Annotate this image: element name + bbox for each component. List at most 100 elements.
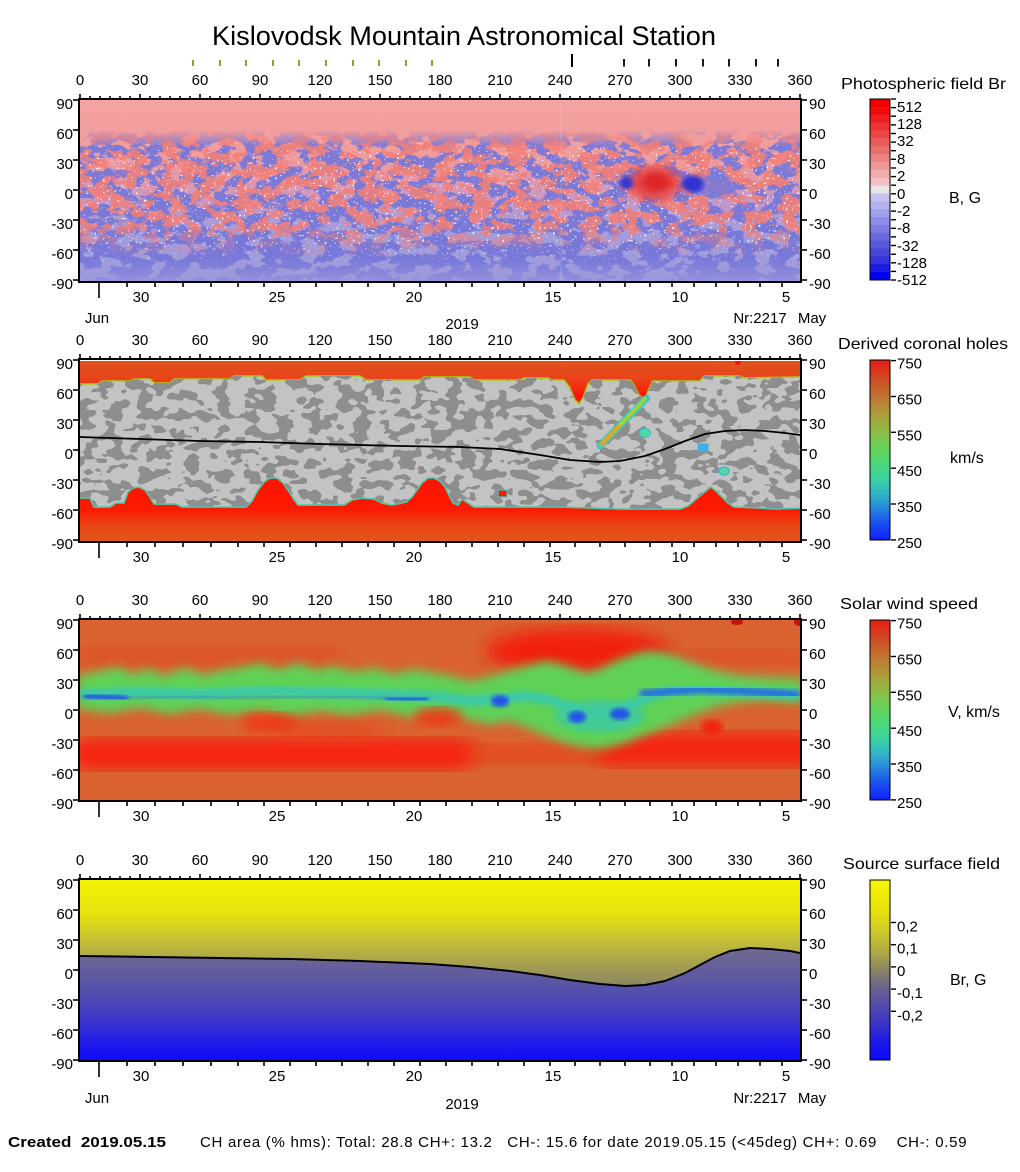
svg-text:30: 30 — [133, 549, 150, 566]
svg-text:-90: -90 — [809, 536, 831, 553]
svg-text:-30: -30 — [51, 996, 73, 1013]
svg-text:0: 0 — [809, 446, 817, 463]
svg-text:250: 250 — [897, 795, 922, 812]
svg-text:2019: 2019 — [445, 1096, 478, 1113]
svg-text:-60: -60 — [809, 506, 831, 523]
svg-text:-32: -32 — [897, 238, 919, 255]
svg-text:180: 180 — [427, 332, 452, 349]
svg-text:Jun: Jun — [85, 1090, 109, 1107]
svg-text:May: May — [798, 1090, 827, 1107]
svg-text:240: 240 — [547, 72, 572, 89]
svg-text:-60: -60 — [51, 1026, 73, 1043]
svg-text:350: 350 — [897, 499, 922, 516]
svg-text:30: 30 — [133, 808, 150, 825]
svg-text:0: 0 — [897, 186, 905, 203]
svg-text:0,2: 0,2 — [897, 919, 918, 936]
svg-text:90: 90 — [56, 616, 73, 633]
svg-text:120: 120 — [307, 332, 332, 349]
svg-text:Source surface field: Source surface field — [843, 856, 1000, 873]
svg-text:V, km/s: V, km/s — [948, 704, 1000, 721]
svg-text:0: 0 — [65, 186, 73, 203]
svg-text:0: 0 — [65, 966, 73, 983]
svg-text:-90: -90 — [51, 276, 73, 293]
svg-text:270: 270 — [607, 332, 632, 349]
svg-text:Solar wind speed: Solar wind speed — [840, 596, 978, 613]
svg-text:0: 0 — [809, 186, 817, 203]
svg-text:360: 360 — [787, 592, 812, 609]
svg-text:550: 550 — [897, 687, 922, 704]
svg-text:300: 300 — [667, 592, 692, 609]
svg-text:Created 2019.05.15: Created 2019.05.15 — [8, 1134, 166, 1151]
svg-text:240: 240 — [547, 592, 572, 609]
svg-text:330: 330 — [727, 852, 752, 869]
svg-text:Jun: Jun — [85, 310, 109, 327]
svg-text:Nr:2217: Nr:2217 — [733, 310, 786, 327]
svg-text:90: 90 — [809, 356, 826, 373]
svg-text:60: 60 — [192, 852, 209, 869]
svg-text:60: 60 — [56, 386, 73, 403]
svg-text:210: 210 — [487, 852, 512, 869]
svg-text:0: 0 — [76, 72, 84, 89]
svg-text:Derived coronal holes: Derived coronal holes — [838, 336, 1008, 353]
svg-text:Nr:2217: Nr:2217 — [733, 1090, 786, 1107]
svg-text:60: 60 — [809, 646, 826, 663]
svg-text:Br, G: Br, G — [950, 972, 986, 989]
svg-text:120: 120 — [307, 592, 332, 609]
svg-text:-30: -30 — [51, 736, 73, 753]
svg-text:90: 90 — [252, 852, 269, 869]
svg-text:10: 10 — [672, 1068, 689, 1085]
svg-text:330: 330 — [727, 72, 752, 89]
svg-text:240: 240 — [547, 332, 572, 349]
svg-text:5: 5 — [782, 1068, 790, 1085]
svg-text:270: 270 — [607, 72, 632, 89]
svg-text:0: 0 — [809, 966, 817, 983]
svg-text:-30: -30 — [809, 476, 831, 493]
svg-text:60: 60 — [56, 126, 73, 143]
svg-text:km/s: km/s — [950, 450, 984, 467]
svg-text:300: 300 — [667, 72, 692, 89]
svg-text:-90: -90 — [809, 796, 831, 813]
svg-text:-60: -60 — [809, 246, 831, 263]
svg-text:60: 60 — [809, 906, 826, 923]
svg-text:90: 90 — [56, 96, 73, 113]
svg-text:10: 10 — [672, 549, 689, 566]
svg-text:270: 270 — [607, 852, 632, 869]
svg-text:2019: 2019 — [445, 316, 478, 333]
svg-text:25: 25 — [269, 808, 286, 825]
svg-text:-60: -60 — [51, 506, 73, 523]
svg-text:20: 20 — [406, 289, 423, 306]
svg-text:90: 90 — [809, 96, 826, 113]
svg-text:5: 5 — [782, 808, 790, 825]
svg-text:B, G: B, G — [949, 190, 981, 207]
svg-text:-60: -60 — [51, 246, 73, 263]
svg-text:60: 60 — [192, 332, 209, 349]
svg-text:25: 25 — [269, 289, 286, 306]
svg-text:128: 128 — [897, 116, 922, 133]
svg-text:-60: -60 — [51, 766, 73, 783]
svg-text:-90: -90 — [51, 796, 73, 813]
svg-text:120: 120 — [307, 852, 332, 869]
svg-text:330: 330 — [727, 592, 752, 609]
svg-text:0: 0 — [76, 852, 84, 869]
svg-text:90: 90 — [252, 72, 269, 89]
svg-text:270: 270 — [607, 592, 632, 609]
svg-text:30: 30 — [133, 289, 150, 306]
svg-text:30: 30 — [809, 676, 826, 693]
svg-text:10: 10 — [672, 808, 689, 825]
svg-text:30: 30 — [132, 332, 149, 349]
svg-text:90: 90 — [56, 356, 73, 373]
svg-text:30: 30 — [132, 72, 149, 89]
svg-text:90: 90 — [252, 592, 269, 609]
svg-text:210: 210 — [487, 72, 512, 89]
svg-text:25: 25 — [269, 1068, 286, 1085]
svg-text:0,1: 0,1 — [897, 941, 918, 958]
svg-text:-0,2: -0,2 — [897, 1007, 923, 1024]
svg-text:180: 180 — [427, 72, 452, 89]
svg-text:60: 60 — [192, 592, 209, 609]
svg-text:0: 0 — [65, 446, 73, 463]
svg-text:90: 90 — [809, 876, 826, 893]
svg-text:15: 15 — [545, 289, 562, 306]
svg-text:-2: -2 — [897, 203, 910, 220]
svg-text:60: 60 — [809, 126, 826, 143]
svg-text:300: 300 — [667, 332, 692, 349]
